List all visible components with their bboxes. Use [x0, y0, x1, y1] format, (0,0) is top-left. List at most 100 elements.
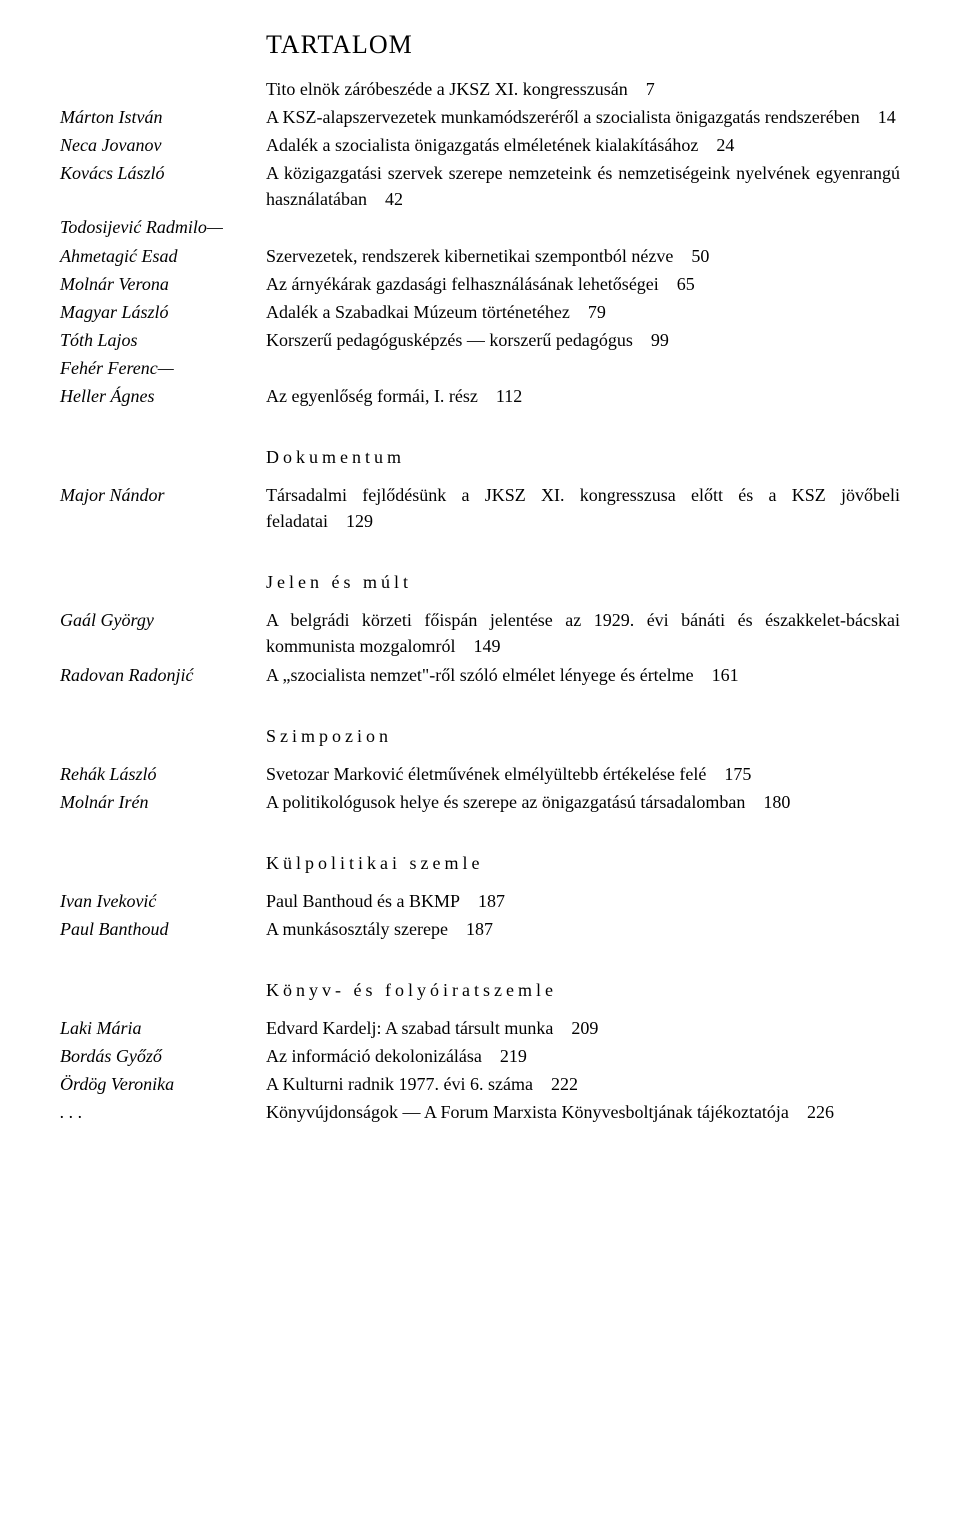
- author-name: Paul Banthoud: [60, 916, 266, 942]
- toc-row: Paul BanthoudA munkásosztály szerepe187: [60, 916, 900, 942]
- page-number: 112: [478, 386, 522, 406]
- author-name: Todosijević Radmilo—: [60, 214, 266, 240]
- entry-title: A politikológusok helye és szerepe az ön…: [266, 792, 745, 812]
- page-number: 14: [860, 107, 896, 127]
- toc-row: . . .Könyvújdonságok — A Forum Marxista …: [60, 1099, 900, 1125]
- page-number: 42: [367, 189, 403, 209]
- page-number: 7: [628, 79, 655, 99]
- page-number: 79: [570, 302, 606, 322]
- toc-row: Ivan IvekovićPaul Banthoud és a BKMP187: [60, 888, 900, 914]
- entry-text: Korszerű pedagógusképzés — korszerű peda…: [266, 327, 900, 353]
- entry-title: Tito elnök záróbeszéde a JKSZ XI. kongre…: [266, 79, 628, 99]
- page-number: 175: [706, 764, 751, 784]
- author-name: Fehér Ferenc—: [60, 355, 266, 381]
- entry-title: Az információ dekolonizálása: [266, 1046, 482, 1066]
- page-number: 226: [789, 1102, 834, 1122]
- toc-row: Neca JovanovAdalék a szocialista önigazg…: [60, 132, 900, 158]
- entry-text: Szervezetek, rendszerek kibernetikai sze…: [266, 243, 900, 269]
- page-number: 180: [745, 792, 790, 812]
- toc-row: Tóth LajosKorszerű pedagógusképzés — kor…: [60, 327, 900, 353]
- content-sections: Tito elnök záróbeszéde a JKSZ XI. kongre…: [60, 76, 900, 1125]
- page-number: 24: [698, 135, 734, 155]
- page-number: 161: [694, 665, 739, 685]
- toc-row: Magyar LászlóAdalék a Szabadkai Múzeum t…: [60, 299, 900, 325]
- entry-title: Paul Banthoud és a BKMP: [266, 891, 460, 911]
- page-title: TARTALOM: [266, 30, 900, 60]
- author-name: Neca Jovanov: [60, 132, 266, 158]
- author-name: Ördög Veronika: [60, 1071, 266, 1097]
- author-name: Ivan Iveković: [60, 888, 266, 914]
- entry-title: A belgrádi körzeti főispán jelentése az …: [266, 610, 900, 656]
- entry-text: Könyvújdonságok — A Forum Marxista Könyv…: [266, 1099, 900, 1125]
- entry-text: Adalék a szocialista önigazgatás elmélet…: [266, 132, 900, 158]
- entry-title: Az árnyékárak gazdasági felhasználásának…: [266, 274, 659, 294]
- toc-row: Fehér Ferenc—: [60, 355, 900, 381]
- entry-text: Társadalmi fejlődésünk a JKSZ XI. kongre…: [266, 482, 900, 534]
- entry-text: A politikológusok helye és szerepe az ön…: [266, 789, 900, 815]
- page-number: 99: [633, 330, 669, 350]
- entry-text: Svetozar Marković életművének elmélyülte…: [266, 761, 900, 787]
- toc-row: Major NándorTársadalmi fejlődésünk a JKS…: [60, 482, 900, 534]
- entry-text: Tito elnök záróbeszéde a JKSZ XI. kongre…: [266, 76, 900, 102]
- page-number: 222: [533, 1074, 578, 1094]
- entry-text: A belgrádi körzeti főispán jelentése az …: [266, 607, 900, 659]
- entry-text: A munkásosztály szerepe187: [266, 916, 900, 942]
- entry-title: Korszerű pedagógusképzés — korszerű peda…: [266, 330, 633, 350]
- entry-text: Adalék a Szabadkai Múzeum történetéhez79: [266, 299, 900, 325]
- entry-title: Edvard Kardelj: A szabad társult munka: [266, 1018, 553, 1038]
- page-number: 187: [448, 919, 493, 939]
- entry-title: A „szocialista nemzet"-ről szóló elmélet…: [266, 665, 694, 685]
- entry-text: Az információ dekolonizálása219: [266, 1043, 900, 1069]
- author-name: Ahmetagić Esad: [60, 243, 266, 269]
- entry-title: Adalék a Szabadkai Múzeum történetéhez: [266, 302, 570, 322]
- author-name: Heller Ágnes: [60, 383, 266, 409]
- entry-text: A „szocialista nemzet"-ről szóló elmélet…: [266, 662, 900, 688]
- toc-row: Radovan RadonjićA „szocialista nemzet"-r…: [60, 662, 900, 688]
- toc-row: Gaál GyörgyA belgrádi körzeti főispán je…: [60, 607, 900, 659]
- entry-text: Edvard Kardelj: A szabad társult munka20…: [266, 1015, 900, 1041]
- entry-title: Könyvújdonságok — A Forum Marxista Könyv…: [266, 1102, 789, 1122]
- page-number: 209: [553, 1018, 598, 1038]
- entry-text: A Kulturni radnik 1977. évi 6. száma222: [266, 1071, 900, 1097]
- toc-row: Molnár VeronaAz árnyékárak gazdasági fel…: [60, 271, 900, 297]
- page: TARTALOM Tito elnök záróbeszéde a JKSZ X…: [0, 0, 960, 1522]
- entry-title: A közigazgatási szervek szerepe nemzetei…: [266, 163, 900, 209]
- toc-row: Laki MáriaEdvard Kardelj: A szabad társu…: [60, 1015, 900, 1041]
- toc-row: Rehák LászlóSvetozar Marković életművéne…: [60, 761, 900, 787]
- toc-row: Ördög VeronikaA Kulturni radnik 1977. év…: [60, 1071, 900, 1097]
- section-heading: Külpolitikai szemle: [266, 853, 900, 874]
- page-number: 50: [673, 246, 709, 266]
- entry-title: A KSZ-alapszervezetek munkamódszeréről a…: [266, 107, 860, 127]
- author-name: Major Nándor: [60, 482, 266, 508]
- author-name: Molnár Irén: [60, 789, 266, 815]
- author-name: Tóth Lajos: [60, 327, 266, 353]
- section-heading: Jelen és múlt: [266, 572, 900, 593]
- entry-text: A KSZ-alapszervezetek munkamódszeréről a…: [266, 104, 900, 130]
- toc-row: Ahmetagić EsadSzervezetek, rendszerek ki…: [60, 243, 900, 269]
- section-heading: Dokumentum: [266, 447, 900, 468]
- entry-title: A Kulturni radnik 1977. évi 6. száma: [266, 1074, 533, 1094]
- page-number: 219: [482, 1046, 527, 1066]
- author-name: Rehák László: [60, 761, 266, 787]
- section-heading: Könyv- és folyóiratszemle: [266, 980, 900, 1001]
- toc-row: Molnár IrénA politikológusok helye és sz…: [60, 789, 900, 815]
- entry-title: A munkásosztály szerepe: [266, 919, 448, 939]
- toc-row: Todosijević Radmilo—: [60, 214, 900, 240]
- section-heading: Szimpozion: [266, 726, 900, 747]
- author-name: Molnár Verona: [60, 271, 266, 297]
- entry-title: Az egyenlőség formái, I. rész: [266, 386, 478, 406]
- entry-text: A közigazgatási szervek szerepe nemzetei…: [266, 160, 900, 212]
- entry-text: Az egyenlőség formái, I. rész112: [266, 383, 900, 409]
- entry-text: Az árnyékárak gazdasági felhasználásának…: [266, 271, 900, 297]
- page-number: 129: [328, 511, 373, 531]
- entry-text: Paul Banthoud és a BKMP187: [266, 888, 900, 914]
- author-name: Márton István: [60, 104, 266, 130]
- page-number: 187: [460, 891, 505, 911]
- author-name: Bordás Győző: [60, 1043, 266, 1069]
- entry-title: Szervezetek, rendszerek kibernetikai sze…: [266, 246, 673, 266]
- author-name: Gaál György: [60, 607, 266, 633]
- entry-title: Adalék a szocialista önigazgatás elmélet…: [266, 135, 698, 155]
- author-name: Magyar László: [60, 299, 266, 325]
- toc-row: Kovács LászlóA közigazgatási szervek sze…: [60, 160, 900, 212]
- toc-row: Márton IstvánA KSZ-alapszervezetek munka…: [60, 104, 900, 130]
